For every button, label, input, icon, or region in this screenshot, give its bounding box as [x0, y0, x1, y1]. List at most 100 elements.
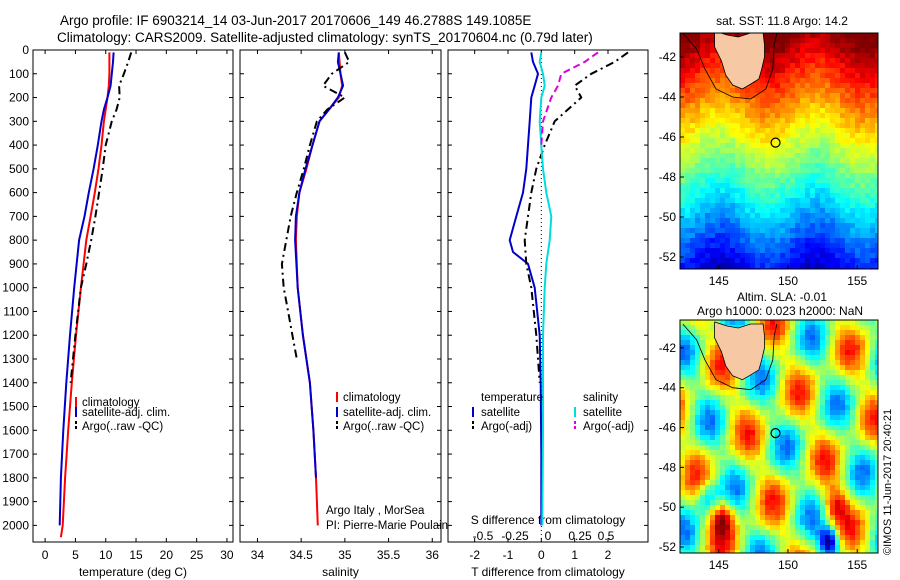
sst-map-lat-tick-label: -50 — [659, 210, 677, 224]
difference-legend-temp-satellite: satellite — [481, 407, 520, 419]
depth-tick-label: 800 — [9, 233, 29, 247]
salinity-panel: 34 34.5 35 35.5 36 salinity — [239, 49, 442, 579]
sst-map-lon-tick-label: 155 — [847, 274, 867, 288]
difference-xtick-label: 1 — [571, 548, 578, 562]
temperature-xtick-label: 5 — [72, 548, 79, 562]
temperature-xtick-label: 15 — [129, 548, 143, 562]
difference-legend-sal-satellite: satellite — [583, 407, 622, 419]
difference-panel: -2 -1 0 1 2 T difference from climatology S di… — [447, 49, 649, 579]
salinity-series-satellite-adj-clim — [294, 52, 345, 478]
temperature-legend-climatology: climatology — [82, 397, 140, 409]
difference-series-salinity-argo-adj — [540, 51, 599, 146]
difference-xtick-label: -2 — [469, 548, 480, 562]
depth-tick-label: 1000 — [2, 281, 29, 295]
depth-tick-label: 1600 — [2, 423, 29, 437]
depth-tick-label: 1500 — [2, 400, 29, 414]
temperature-series-satellite-adj-clim — [58, 52, 115, 526]
difference-xtick-label: 2 — [605, 548, 612, 562]
difference-xtick-label: -1 — [503, 548, 514, 562]
sla-map-subtitle: Argo h1000: 0.023 h2000: NaN — [697, 304, 863, 318]
temperature-xtick-label: 10 — [99, 548, 113, 562]
sst-map-lat-tick-label: -52 — [659, 250, 677, 264]
sla-map-frame — [679, 319, 879, 554]
salinity-difference-tick-label: -0.5 — [473, 529, 494, 543]
sla-map-lat-tick-label: -42 — [659, 341, 677, 355]
sst-map-argo-marker — [770, 137, 781, 148]
sst-map-lat-tick-label: -48 — [659, 170, 677, 184]
sst-map-depth-contour — [682, 33, 778, 100]
depth-tick-label: 1700 — [2, 447, 29, 461]
depth-tick-label: 200 — [9, 91, 29, 105]
sla-map-lat-tick-label: -50 — [659, 500, 677, 514]
temperature-legend-argo: Argo(..raw -QC) — [82, 421, 163, 433]
salinity-difference-axis-label: S difference from climatology — [471, 513, 626, 527]
depth-tick-label: 300 — [9, 114, 29, 128]
figure-title-line-2: Climatology: CARS2009. Satellite-adjuste… — [57, 30, 593, 45]
sst-map: 145 150 155 -42 -44 -46 -48 -50 -52 — [659, 32, 879, 288]
salinity-difference-tick-label: -0.25 — [501, 529, 529, 543]
sla-map-lat-tick-label: -52 — [659, 540, 677, 554]
sla-map-depth-contour — [682, 323, 778, 391]
sla-map-title: Altim. SLA: -0.01 — [737, 290, 827, 304]
sst-map-field — [680, 33, 878, 269]
depth-tick-label: 0 — [22, 43, 29, 57]
salinity-xlabel: salinity — [322, 565, 359, 579]
salinity-difference-tick-label: 0 — [545, 529, 552, 543]
sst-map-lat-tick-label: -44 — [659, 90, 677, 104]
depth-tick-label: 1100 — [3, 304, 29, 318]
difference-legend: temperature salinity satellite Argo(-adj… — [472, 392, 634, 433]
difference-xtick-label: 0 — [538, 548, 545, 562]
difference-legend-sal-argo: Argo(-adj) — [583, 421, 634, 433]
salinity-xtick-label: 35 — [338, 548, 352, 562]
depth-tick-label: 500 — [9, 162, 29, 176]
difference-plot-frame — [447, 49, 649, 543]
salinity-xtick-label: 34 — [251, 548, 265, 562]
sla-map-lon-tick-label: 145 — [709, 558, 729, 572]
salinity-plot-frame — [239, 49, 442, 543]
temperature-panel: 0100200300400500600700800900100011001200… — [2, 43, 234, 579]
depth-tick-label: 1300 — [2, 352, 29, 366]
sla-map: 145 150 155 -42 -44 -46 -48 -50 -52 — [659, 319, 879, 572]
figure-title-line-1: Argo profile: IF 6903214_14 03-Jun-2017 … — [60, 13, 532, 28]
salinity-legend: climatology satellite-adj. clim. Argo(..… — [336, 392, 431, 433]
salinity-xtick-label: 35.5 — [377, 548, 401, 562]
depth-tick-label: 2000 — [2, 518, 29, 532]
salinity-xtick-label: 36 — [426, 548, 440, 562]
sst-map-lat-tick-label: -46 — [659, 130, 677, 144]
difference-legend-temp-argo: Argo(-adj) — [481, 421, 532, 433]
temperature-xtick-label: 0 — [42, 548, 49, 562]
difference-series-salinity-satellite — [538, 52, 553, 526]
sst-map-tasmania-land — [714, 33, 765, 90]
sst-map-lon-tick-label: 145 — [709, 274, 729, 288]
sst-map-title: sat. SST: 11.8 Argo: 14.2 — [716, 14, 848, 28]
salinity-xtick-label: 34.5 — [289, 548, 313, 562]
temperature-xtick-label: 20 — [160, 548, 174, 562]
sst-map-lat-tick-label: -42 — [659, 50, 677, 64]
depth-tick-label: 1800 — [2, 471, 29, 485]
depth-tick-label: 1200 — [2, 328, 29, 342]
depth-tick-label: 400 — [9, 138, 29, 152]
temperature-plot-frame — [32, 49, 234, 543]
salinity-legend-climatology: climatology — [343, 392, 401, 404]
difference-series-temperature-argo-adj — [523, 51, 629, 383]
sst-map-frame — [679, 32, 879, 270]
difference-series-temperature-satellite — [508, 52, 543, 526]
sla-map-lat-tick-label: -48 — [659, 460, 677, 474]
salinity-difference-tick-label: 0.5 — [598, 529, 615, 543]
temperature-legend: climatology satellite-adj. clim. Argo(..… — [75, 397, 170, 433]
salinity-difference-tick-label: 0.25 — [568, 529, 592, 543]
sla-map-lat-tick-label: -44 — [659, 381, 677, 395]
difference-xlabel: T difference from climatology — [471, 565, 625, 579]
temperature-legend-satellite: satellite-adj. clim. — [82, 407, 170, 419]
sla-map-lat-tick-label: -46 — [659, 421, 677, 435]
sst-map-lon-tick-label: 150 — [778, 274, 798, 288]
depth-tick-label: 1400 — [2, 376, 29, 390]
salinity-legend-argo: Argo(..raw -QC) — [343, 421, 424, 433]
salinity-series-argo-raw-qc — [280, 51, 351, 360]
temperature-xlabel: temperature (deg C) — [79, 565, 187, 579]
salinity-legend-satellite: satellite-adj. clim. — [343, 407, 431, 419]
sla-map-lon-tick-label: 155 — [847, 558, 867, 572]
sla-map-lon-tick-label: 150 — [778, 558, 798, 572]
salinity-annotation-line-1: Argo Italy , MorSea — [326, 505, 425, 517]
